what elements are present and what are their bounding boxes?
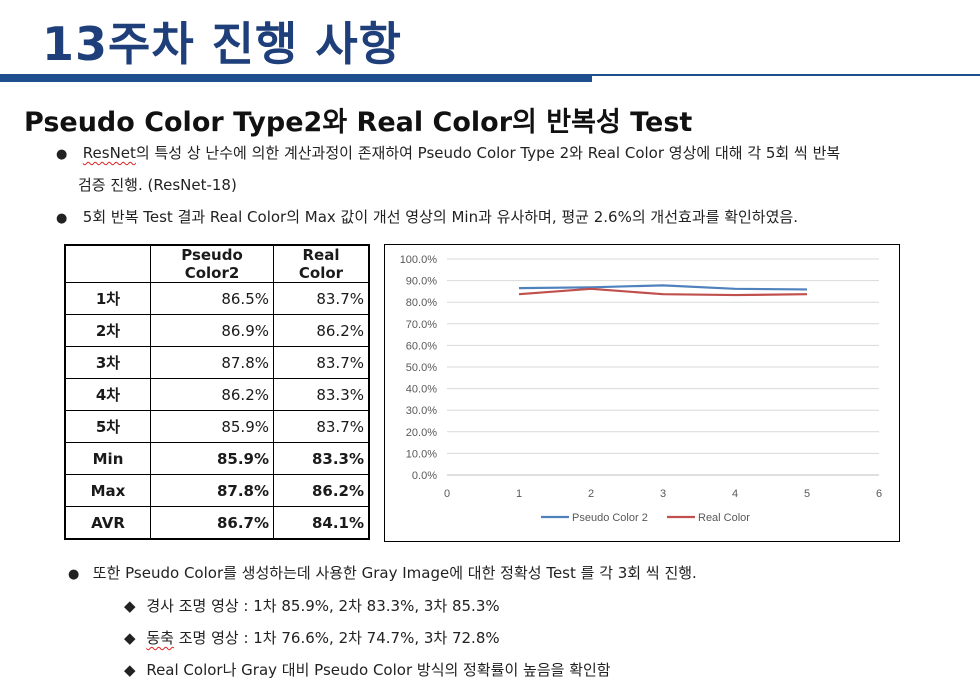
table-row-max: Max 87.8% 86.2%	[64, 474, 370, 507]
table-row: 1차 86.5% 83.7%	[64, 282, 370, 315]
diamond-icon: ◆	[124, 629, 136, 647]
sub-bullet-3-text: Real Color나 Gray 대비 Pseudo Color 방식의 정확률…	[146, 661, 611, 679]
y-tick-label: 80.0%	[406, 297, 437, 309]
bullet-3-text: 또한 Pseudo Color를 생성하는데 사용한 Gray Image에 대…	[92, 564, 697, 582]
bullet-dot-icon: ●	[56, 147, 68, 162]
table-row: 3차 87.8% 83.7%	[64, 346, 370, 379]
y-tick-label: 90.0%	[406, 276, 437, 288]
y-tick-label: 10.0%	[406, 448, 437, 460]
row-label: 2차	[64, 314, 151, 347]
row-label: Max	[64, 474, 151, 507]
pseudo-value: 86.9%	[150, 314, 274, 347]
real-value: 86.2%	[273, 474, 370, 507]
table-row: 4차 86.2% 83.3%	[64, 378, 370, 411]
real-value: 83.7%	[273, 282, 370, 315]
legend-label: Real Color	[698, 512, 750, 524]
row-label: 5차	[64, 410, 151, 443]
real-value: 84.1%	[273, 506, 370, 540]
table-row: 5차 85.9% 83.7%	[64, 410, 370, 443]
chart-svg: 0.0% 10.0% 20.0% 30.0% 40.0% 50.0% 60.0% 70.0% 8…	[400, 254, 882, 524]
bullet-1: ● ResNet의 특성 상 난수에 의한 계산과정이 존재하여 Pseudo …	[56, 137, 840, 171]
y-tick-label: 40.0%	[406, 384, 437, 396]
x-tick-label: 0	[444, 488, 450, 500]
pseudo-value: 85.9%	[150, 442, 274, 475]
bullet-2-text: 5회 반복 Test 결과 Real Color의 Max 값이 개선 영상의 …	[82, 208, 798, 226]
table-row-min: Min 85.9% 83.3%	[64, 442, 370, 475]
row-label: Min	[64, 442, 151, 475]
x-tick-label: 4	[732, 488, 738, 500]
resnet-word: ResNet	[82, 144, 136, 162]
results-table: Pseudo Color2 Real Color 1차 86.5% 83.7% 2차…	[64, 244, 370, 540]
table-row-avg: AVR 86.7% 84.1%	[64, 506, 370, 540]
diamond-icon: ◆	[124, 661, 136, 679]
y-tick-label: 0.0%	[412, 470, 437, 482]
table-header-cell: Pseudo Color2	[150, 244, 274, 283]
row-label: 3차	[64, 346, 151, 379]
bullet-3: ● 또한 Pseudo Color를 생성하는데 사용한 Gray Image에…	[68, 557, 697, 591]
sub-bullet-3: ◆ Real Color나 Gray 대비 Pseudo Color 방식의 정…	[124, 654, 611, 686]
bullet-dot-icon: ●	[56, 211, 68, 226]
pseudo-value: 87.8%	[150, 474, 274, 507]
y-tick-label: 30.0%	[406, 405, 437, 417]
sub-bullet-1: ◆ 경사 조명 영상 : 1차 85.9%, 2차 83.3%, 3차 85.3…	[124, 590, 500, 622]
row-label: AVR	[64, 506, 151, 540]
table-row: 2차 86.9% 86.2%	[64, 314, 370, 347]
page-title: 13주차 진행 사항	[42, 17, 402, 71]
legend-label: Pseudo Color 2	[572, 512, 648, 524]
pseudo-value: 86.7%	[150, 506, 274, 540]
table-header-cell	[64, 244, 151, 283]
x-tick-label: 1	[516, 488, 522, 500]
table-header-cell: Real Color	[273, 244, 370, 283]
sub-bullet-2-text: 조명 영상 : 1차 76.6%, 2차 74.7%, 3차 72.8%	[173, 629, 500, 647]
bullet-1-text: 의 특성 상 난수에 의한 계산과정이 존재하여 Pseudo Color Ty…	[135, 144, 841, 162]
y-tick-label: 20.0%	[406, 427, 437, 439]
sub-bullet-1-text: 경사 조명 영상 : 1차 85.9%, 2차 83.3%, 3차 85.3%	[146, 597, 500, 615]
y-tick-label: 70.0%	[406, 319, 437, 331]
x-tick-label: 3	[660, 488, 666, 500]
pseudo-value: 85.9%	[150, 410, 274, 443]
row-label: 4차	[64, 378, 151, 411]
bullet-2: ● 5회 반복 Test 결과 Real Color의 Max 값이 개선 영상…	[56, 201, 798, 235]
table-header-row: Pseudo Color2 Real Color	[64, 244, 370, 283]
real-value: 86.2%	[273, 314, 370, 347]
series-line-1	[518, 284, 808, 291]
section-title: Pseudo Color Type2와 Real Color의 반복성 Test	[24, 107, 693, 138]
x-tick-label: 5	[804, 488, 810, 500]
real-value: 83.7%	[273, 346, 370, 379]
x-tick-label: 2	[588, 488, 594, 500]
bullet-1-line2: 검증 진행. (ResNet-18)	[78, 176, 237, 194]
bullet-dot-icon: ●	[68, 567, 80, 582]
header-accent-bar	[0, 74, 592, 82]
series-line-2	[518, 287, 808, 297]
sub-bullet-2-word: 동축	[146, 629, 174, 647]
repeatability-chart: 0.0% 10.0% 20.0% 30.0% 40.0% 50.0% 60.0% 70.0% 8…	[384, 244, 900, 542]
y-tick-label: 60.0%	[406, 340, 437, 352]
real-value: 83.3%	[273, 378, 370, 411]
y-tick-label: 50.0%	[406, 362, 437, 374]
y-tick-label: 100.0%	[400, 254, 438, 266]
real-value: 83.3%	[273, 442, 370, 475]
diamond-icon: ◆	[124, 597, 136, 615]
sub-bullet-2: ◆ 동축 조명 영상 : 1차 76.6%, 2차 74.7%, 3차 72.8…	[124, 622, 500, 654]
x-tick-label: 6	[876, 488, 882, 500]
pseudo-value: 86.5%	[150, 282, 274, 315]
real-value: 83.7%	[273, 410, 370, 443]
pseudo-value: 87.8%	[150, 346, 274, 379]
row-label: 1차	[64, 282, 151, 315]
pseudo-value: 86.2%	[150, 378, 274, 411]
